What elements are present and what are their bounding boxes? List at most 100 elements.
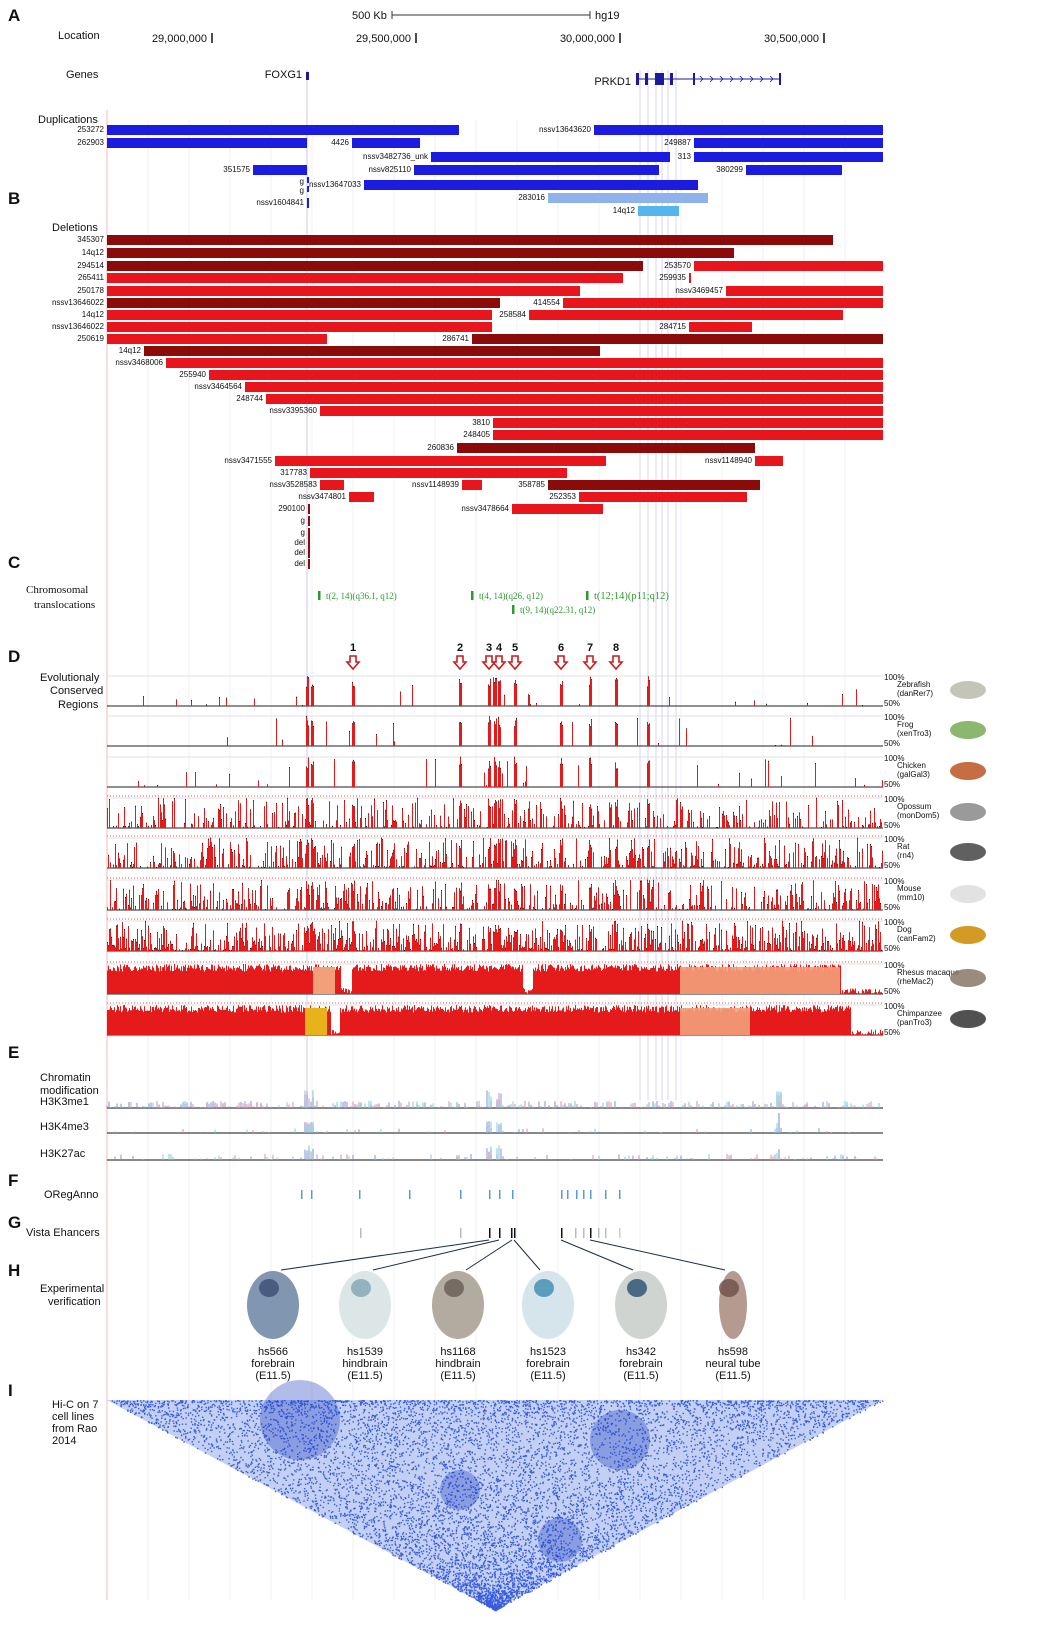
cnv-bar: [307, 177, 309, 183]
connector: [560, 1239, 634, 1271]
track-label: modification: [40, 1085, 99, 1097]
track-label: translocations: [34, 599, 95, 611]
cnv-label: 284715: [659, 322, 686, 331]
cnv-label: nssv3482736_unk: [363, 152, 429, 161]
cnv-bar: [529, 310, 843, 320]
panel-letter: D: [8, 647, 20, 666]
strand-arrow: [739, 75, 744, 83]
cnv-label: 250619: [77, 334, 104, 343]
strand-arrow: [749, 75, 754, 83]
cnv-label: 262903: [77, 138, 104, 147]
cnv-bar: [638, 206, 679, 216]
scale-top: 100%: [884, 877, 904, 886]
cnv-bar: [275, 456, 606, 466]
scale-top: 100%: [884, 754, 904, 763]
cnv-bar: [107, 125, 459, 135]
track-label: Deletions: [52, 222, 98, 234]
track-label: Location: [58, 30, 100, 42]
marker-number: 4: [496, 642, 503, 654]
conservation-outline: [138, 756, 883, 787]
cnv-bar: [308, 538, 310, 548]
scale-bottom: 50%: [884, 1028, 900, 1037]
oreganno-mark: [301, 1190, 303, 1199]
cnv-bar: [457, 443, 755, 453]
embryo-region: forebrain: [619, 1358, 662, 1370]
hic-contacts: [111, 1400, 884, 1612]
panel-letter: G: [8, 1213, 21, 1232]
marker-number: 2: [457, 642, 463, 654]
embryo-region: forebrain: [526, 1358, 569, 1370]
cnv-label: g: [300, 186, 304, 195]
cnv-bar: [308, 516, 310, 526]
cnv-bar: [266, 394, 883, 404]
cnv-label: 248405: [463, 430, 490, 439]
embryo-stage: (E11.5): [255, 1370, 290, 1382]
track-label: verification: [48, 1296, 101, 1308]
oreganno-mark: [460, 1190, 462, 1199]
vista-mark: [619, 1228, 621, 1238]
track-label: from Rao: [52, 1423, 97, 1435]
oreganno-mark: [576, 1190, 578, 1199]
scale-top: 100%: [884, 961, 904, 970]
species-icon: [950, 681, 986, 699]
connector: [280, 1239, 490, 1271]
vista-mark: [360, 1228, 362, 1238]
track-label: Chromosomal: [26, 584, 88, 596]
connector: [372, 1239, 500, 1271]
oreganno-mark: [359, 1190, 361, 1199]
exon: [693, 73, 695, 85]
cnv-bar: [548, 193, 708, 203]
cnv-label: nssv3478664: [461, 504, 509, 513]
cnv-label: nssv825110: [368, 165, 411, 174]
strand-arrow: [699, 75, 704, 83]
species-name: Chicken: [897, 761, 926, 770]
chromatin-signal: [116, 1090, 880, 1108]
species-name: Rhesus macaque: [897, 968, 960, 977]
cnv-bar: [579, 492, 747, 502]
embryo-region: neural tube: [705, 1358, 760, 1370]
scale-top: 100%: [884, 835, 904, 844]
cnv-bar: [107, 248, 734, 258]
embryo-stain: [627, 1279, 647, 1297]
species-icon: [950, 969, 986, 987]
cnv-label: nssv13647033: [309, 180, 362, 189]
species-icon: [950, 803, 986, 821]
oreganno-mark: [311, 1190, 313, 1199]
cnv-bar: [308, 528, 310, 538]
cnv-label: 358785: [518, 480, 545, 489]
cnv-label: 14q12: [82, 248, 105, 257]
cnv-label: 248744: [236, 394, 263, 403]
embryo-stain: [259, 1279, 279, 1297]
exon: [645, 73, 648, 85]
oreganno-mark: [567, 1190, 569, 1199]
translocation-mark: [318, 591, 321, 600]
oreganno-mark: [583, 1190, 585, 1199]
scale-bottom: 50%: [884, 903, 900, 912]
track-label: ORegAnno: [44, 1189, 98, 1201]
cnv-label: 253570: [664, 261, 691, 270]
marker-number: 3: [486, 642, 492, 654]
cnv-label: 317783: [280, 468, 307, 477]
oreganno-mark: [409, 1190, 411, 1199]
cnv-bar: [107, 310, 492, 320]
species-assembly: (canFam2): [897, 934, 936, 943]
cnv-label: g: [301, 528, 305, 537]
track-label: Evolutionaly: [40, 672, 100, 684]
cnv-label: 290100: [278, 504, 305, 513]
cnv-bar: [364, 180, 698, 190]
conservation-signal: [107, 798, 882, 828]
species-icon: [950, 1010, 986, 1028]
hic-domain: [590, 1410, 650, 1470]
cnv-label: 351575: [223, 165, 250, 174]
cnv-bar: [253, 165, 307, 175]
cnv-bar: [308, 504, 310, 514]
oreganno-mark: [499, 1190, 501, 1199]
location-tick-label: 30,500,000: [764, 33, 819, 45]
cnv-bar: [431, 152, 670, 162]
cnv-bar: [209, 370, 883, 380]
cnv-bar: [310, 468, 567, 478]
panel-letter: E: [8, 1043, 19, 1062]
vista-mark: [511, 1228, 513, 1238]
